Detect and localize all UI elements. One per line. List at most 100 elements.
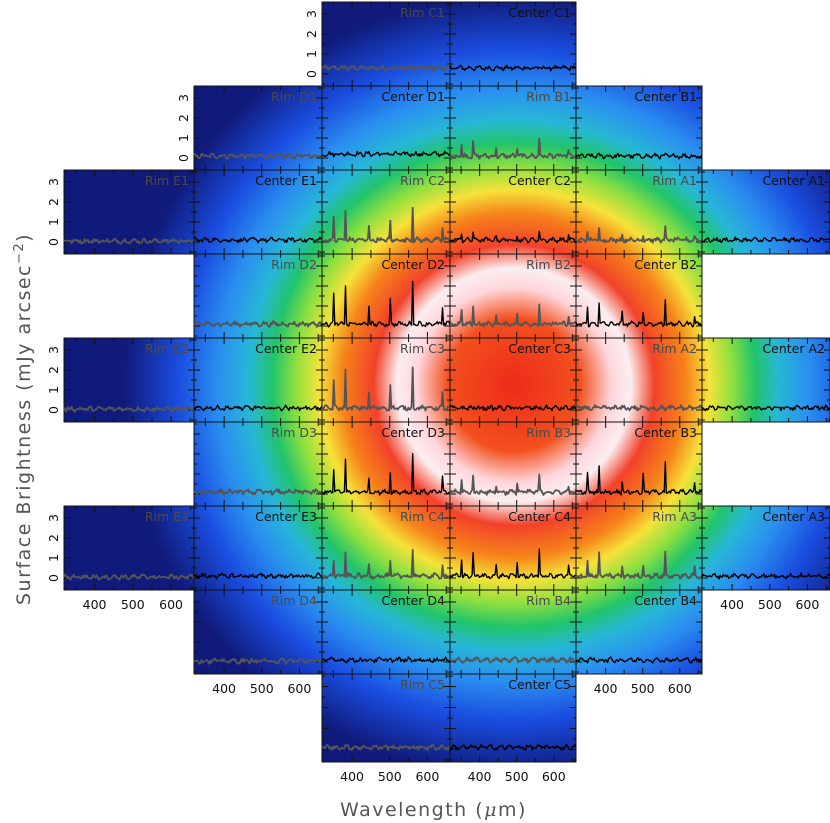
x-tick-label: 600 [795, 597, 819, 612]
panel-label-center-e3: Center E3 [255, 509, 317, 524]
spectrum-rim-e2 [63, 405, 195, 413]
spectrum-center-d4 [321, 656, 451, 664]
panel-rim-b3: Rim B3 [449, 421, 577, 507]
panel-label-center-d2: Center D2 [381, 257, 445, 272]
y-tick-label: 2 [46, 198, 61, 206]
panel-label-center-a2: Center A2 [762, 341, 825, 356]
panel-ticks [702, 170, 830, 254]
panel-ticks [702, 506, 830, 590]
panel-label-rim-d2: Rim D2 [271, 257, 317, 272]
panel-label-center-c2: Center C2 [508, 173, 571, 188]
panel-label-center-d1: Center D1 [381, 89, 445, 104]
panel-ticks [322, 422, 450, 506]
panel-label-center-b1: Center B1 [634, 89, 697, 104]
panel-center-d2: Center D2 [321, 253, 451, 339]
panel-ticks [322, 338, 450, 422]
spectrum-rim-c4 [321, 548, 451, 580]
tick-labels: 0 1 2 3 0 1 2 3 0 1 2 3 0 1 2 3 0 1 2 3 400 500 600 400 500 600 40… [46, 10, 819, 784]
panel-center-b3: Center B3 [575, 421, 703, 507]
y-tick-label: 1 [46, 218, 61, 226]
y-tick-label: 2 [46, 366, 61, 374]
panel-label-rim-e1: Rim E1 [145, 173, 189, 188]
panel-label-rim-a3: Rim A3 [652, 509, 697, 524]
panel-ticks [702, 338, 830, 422]
spectrum-rim-b4 [449, 656, 577, 664]
x-tick-label: 400 [594, 681, 618, 696]
panel-label-center-a3: Center A3 [762, 509, 825, 524]
panel-ticks [194, 170, 322, 254]
spectrum-rim-d1 [193, 152, 323, 160]
y-tick-label: 1 [304, 50, 319, 58]
x-axis-title: Wavelength (μm) [340, 799, 527, 821]
panel-center-c5: Center C5 [449, 673, 577, 763]
panel-ticks [576, 506, 702, 590]
spectrum-rim-b2 [449, 303, 577, 328]
x-tick-label: 500 [758, 597, 782, 612]
panel-label-center-c5: Center C5 [508, 677, 571, 692]
x-tick-label: 500 [121, 597, 145, 612]
panel-label-center-d4: Center D4 [381, 593, 445, 608]
spectrum-center-e3 [193, 572, 323, 580]
panel-label-rim-e2: Rim E2 [145, 341, 189, 356]
panel-center-a2: Center A2 [701, 337, 830, 423]
panel-ticks [194, 86, 322, 170]
x-tick-label: 400 [468, 769, 492, 784]
panel-center-b4: Center B4 [575, 589, 703, 675]
spectrum-rim-a2 [575, 404, 703, 412]
y-tick-label: 0 [176, 154, 191, 162]
panel-grid: Rim C1 Center C1 Rim D1 Center D1 Rim B1 Cent… [63, 1, 830, 763]
panel-label-rim-a2: Rim A2 [652, 341, 697, 356]
panel-ticks [64, 506, 194, 590]
panel-label-rim-b1: Rim B1 [526, 89, 571, 104]
panel-label-rim-c2: Rim C2 [400, 173, 445, 188]
spectrum-rim-c2 [321, 206, 451, 244]
y-tick-label: 0 [46, 238, 61, 246]
panel-ticks [64, 338, 194, 422]
spectrum-rim-d4 [193, 657, 323, 665]
y-tick-label: 3 [46, 514, 61, 522]
panel-label-rim-d3: Rim D3 [271, 425, 317, 440]
y-tick-label: 3 [304, 10, 319, 18]
x-tick-label: 400 [340, 769, 364, 784]
y-tick-label: 1 [46, 554, 61, 562]
spectrum-center-d1 [321, 150, 451, 158]
panel-label-center-d3: Center D3 [381, 425, 445, 440]
panel-rim-e3: Rim E3 [63, 505, 195, 591]
panel-label-center-e2: Center E2 [255, 341, 317, 356]
x-tick-label: 600 [668, 681, 692, 696]
panel-center-b1: Center B1 [575, 85, 703, 171]
brightness-map [64, 2, 830, 762]
panel-ticks [194, 590, 322, 674]
panel-label-rim-d4: Rim D4 [271, 593, 317, 608]
spectrum-center-e1 [194, 236, 323, 244]
spectrum-center-c3 [449, 404, 577, 412]
x-tick-label: 400 [212, 681, 236, 696]
y-tick-label: 0 [46, 406, 61, 414]
panel-ticks [576, 590, 702, 674]
panel-label-rim-c3: Rim C3 [400, 341, 445, 356]
panel-center-d1: Center D1 [321, 85, 451, 171]
spectrum-center-c1 [449, 64, 577, 72]
spectrum-rim-c5 [321, 743, 451, 751]
spectrum-center-b1 [575, 152, 703, 160]
spectrum-center-b4 [575, 656, 703, 664]
spectrum-rim-e3 [63, 573, 195, 581]
panel-label-center-e1: Center E1 [255, 173, 317, 188]
panel-ticks [576, 170, 702, 254]
spectrum-center-d2 [321, 280, 451, 328]
panel-label-rim-b2: Rim B2 [526, 257, 571, 272]
spectrum-center-c2 [449, 230, 577, 244]
panel-label-center-c1: Center C1 [508, 5, 571, 20]
panel-label-rim-e3: Rim E3 [145, 509, 189, 524]
panel-ticks [576, 254, 702, 338]
spectrum-center-c5 [449, 743, 577, 751]
panel-rim-c5: Rim C5 [321, 673, 451, 763]
spectrum-rim-d2 [193, 320, 323, 328]
panel-ticks [194, 338, 322, 422]
spectrum-center-b2 [575, 299, 703, 328]
y-axis-title: Surface Brightness (mJy arcsec−2) [12, 233, 35, 605]
y-tick-label: 3 [46, 346, 61, 354]
y-tick-label: 3 [176, 94, 191, 102]
panel-label-rim-c5: Rim C5 [400, 677, 445, 692]
